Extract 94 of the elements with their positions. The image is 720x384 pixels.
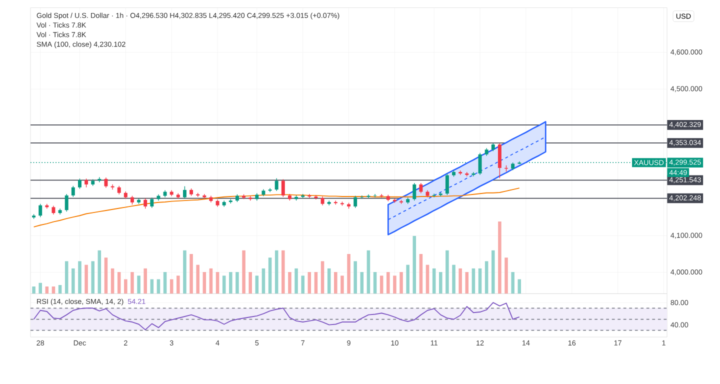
candlestick <box>71 185 75 198</box>
bar <box>72 268 75 294</box>
candlestick <box>478 152 482 176</box>
candlestick <box>144 198 148 209</box>
bar <box>91 261 94 294</box>
bar <box>268 257 272 294</box>
bar <box>242 250 246 294</box>
bar <box>117 272 121 294</box>
bar <box>196 264 200 294</box>
bar <box>478 268 482 294</box>
bar <box>222 276 226 294</box>
bar <box>58 284 62 294</box>
bar <box>320 261 324 294</box>
bar <box>308 272 312 294</box>
bar <box>64 261 68 294</box>
bar <box>412 236 416 294</box>
candlestick <box>150 197 154 208</box>
bar <box>406 264 410 294</box>
bar <box>84 264 88 294</box>
bar <box>144 268 147 294</box>
candlestick <box>38 203 42 218</box>
bar <box>334 272 338 294</box>
bar <box>202 272 206 294</box>
bar <box>255 276 259 294</box>
bar <box>288 272 292 294</box>
candlestick <box>445 173 449 196</box>
bar <box>229 272 232 294</box>
bar <box>426 264 430 294</box>
bar <box>294 268 298 294</box>
bar <box>98 250 102 294</box>
bar <box>176 276 180 294</box>
bar <box>380 276 384 294</box>
candlestick <box>104 177 108 188</box>
candlestick <box>281 178 285 198</box>
bar <box>137 276 140 294</box>
candlestick <box>366 194 370 199</box>
bar <box>347 254 350 294</box>
bar <box>498 221 502 294</box>
bar <box>386 272 390 294</box>
bar <box>274 250 278 294</box>
bar <box>511 272 514 294</box>
candlestick <box>274 178 278 192</box>
bar <box>458 268 462 294</box>
candlestick <box>412 182 416 201</box>
candlestick <box>268 188 272 192</box>
bar <box>518 279 522 294</box>
candlestick <box>110 184 114 190</box>
bar <box>439 272 442 294</box>
bar <box>248 272 252 294</box>
candlestick <box>64 194 68 212</box>
bar <box>236 272 239 294</box>
bar <box>183 250 186 294</box>
candlestick <box>373 194 377 198</box>
bar <box>78 261 82 294</box>
bar <box>452 264 456 294</box>
bar <box>262 268 266 294</box>
candlestick <box>314 194 318 200</box>
candlestick <box>472 172 476 177</box>
bar <box>216 272 220 294</box>
bar <box>465 272 469 294</box>
bar <box>104 257 108 294</box>
bar <box>484 261 488 294</box>
bar <box>124 279 128 294</box>
bar <box>282 250 285 294</box>
candlestick <box>327 200 331 206</box>
candlestick <box>354 195 358 208</box>
bar <box>446 250 449 294</box>
bar <box>190 254 193 294</box>
bar <box>360 272 364 294</box>
candlestick <box>419 182 423 194</box>
bar <box>504 257 508 294</box>
bar <box>314 272 318 294</box>
bar <box>472 268 476 294</box>
bar <box>163 272 167 294</box>
bar <box>130 272 134 294</box>
bar <box>38 282 42 294</box>
bar <box>393 276 396 294</box>
bar <box>373 272 377 294</box>
bar <box>340 276 344 294</box>
bar <box>32 286 36 294</box>
bar <box>492 250 495 294</box>
bar <box>432 268 436 294</box>
bar <box>327 268 331 294</box>
bar <box>400 272 403 294</box>
bar <box>301 276 304 294</box>
candlestick <box>182 186 186 199</box>
bar <box>209 268 213 294</box>
candlestick <box>78 178 82 190</box>
bar <box>366 250 370 294</box>
candlestick <box>432 193 436 198</box>
candlestick <box>498 142 502 178</box>
bar <box>110 268 114 294</box>
bar <box>419 254 423 294</box>
bar <box>354 261 357 294</box>
